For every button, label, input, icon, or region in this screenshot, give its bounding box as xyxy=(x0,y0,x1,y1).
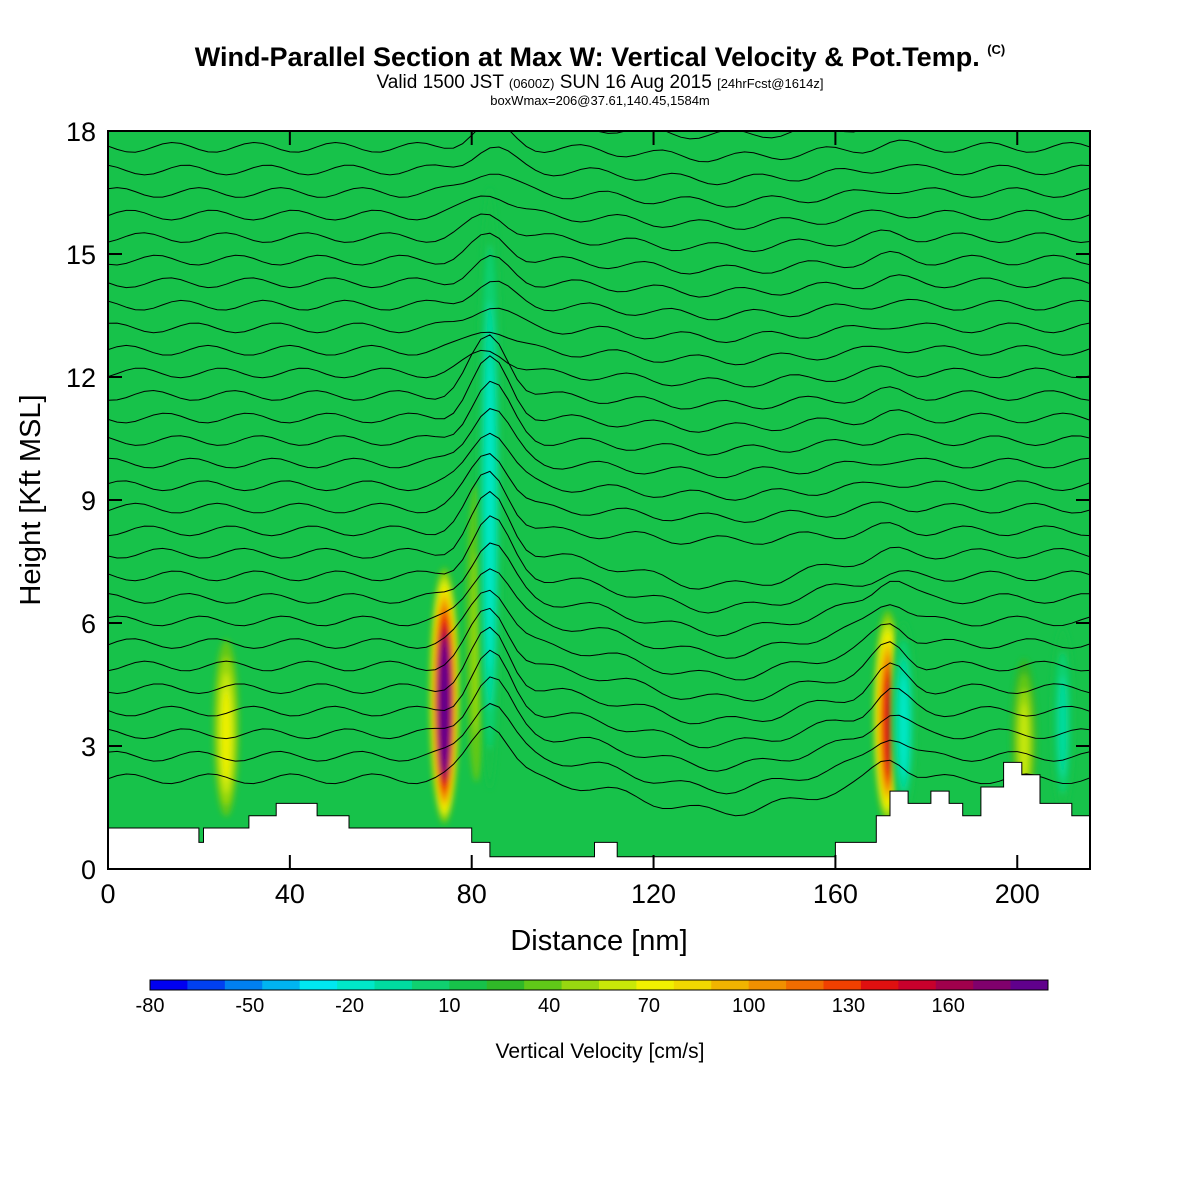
colorbar-swatch xyxy=(599,980,637,990)
colorbar-swatch xyxy=(973,980,1012,990)
colorbar-label: -20 xyxy=(335,995,364,1017)
isentrope-line xyxy=(108,568,1090,659)
downdraft-core xyxy=(1050,626,1075,812)
valid-date: SUN 16 Aug 2015 xyxy=(559,72,712,93)
box-max-info: boxWmax=206@37.61,140.45,1584m xyxy=(490,93,710,108)
axes: 0 40 80 120 160 200 0 3 6 9 12 15 18 xyxy=(66,117,1090,909)
colorbar-swatch xyxy=(224,980,263,990)
colorbar-swatch xyxy=(673,980,712,990)
isentrope-line xyxy=(108,649,1090,749)
updraft-core xyxy=(213,639,240,817)
isentrope-line xyxy=(108,349,1090,388)
isentrope-line xyxy=(108,334,1090,410)
colorbar-swatch xyxy=(860,980,899,990)
colorbar-swatch xyxy=(898,980,937,990)
colorbar-swatch xyxy=(786,980,824,990)
y-tick-label: 9 xyxy=(81,486,96,516)
isentrope-line xyxy=(108,280,1090,321)
colorbar-label: -80 xyxy=(136,995,165,1017)
colorbar-swatch xyxy=(524,980,563,990)
colorbar-label: 10 xyxy=(438,995,460,1017)
chart-title-text: Wind-Parallel Section at Max W: Vertical… xyxy=(194,42,980,72)
y-axis-title: Height [Kft MSL] xyxy=(15,394,47,605)
colorbar-title: Vertical Velocity [cm/s] xyxy=(496,1040,705,1063)
isentrope-line xyxy=(108,542,1090,637)
colorbar-swatch xyxy=(561,980,600,990)
isentrope-line xyxy=(108,307,1090,344)
isentrope-line xyxy=(108,589,1090,681)
colorbar-swatch xyxy=(449,980,488,990)
isentrope-line xyxy=(108,470,1090,545)
chart-subtitle: Valid 1500 JST (0600Z) SUN 16 Aug 2015 [… xyxy=(0,72,1200,94)
y-tick-label: 18 xyxy=(66,117,96,147)
colorbar-swatch xyxy=(1010,980,1049,990)
colorbar-swatch xyxy=(337,980,375,990)
isentrope-line xyxy=(108,195,1090,230)
isentrope-line xyxy=(108,432,1090,501)
isentrope-line xyxy=(108,626,1090,725)
valid-prefix: Valid 1500 JST xyxy=(376,72,504,93)
chart-title: Wind-Parallel Section at Max W: Vertical… xyxy=(0,42,1200,73)
y-tick-label: 3 xyxy=(81,732,96,762)
colorbar-label: 100 xyxy=(732,995,765,1017)
colorbar-swatch xyxy=(150,980,188,990)
colorbar-swatch xyxy=(935,980,974,990)
colorbar-swatch xyxy=(748,980,787,990)
velocity-field-background xyxy=(108,131,1090,869)
y-tick-label: 6 xyxy=(81,609,96,639)
isentrope-line xyxy=(108,355,1090,433)
isentrope-line xyxy=(108,453,1090,523)
colorbar-swatch xyxy=(823,980,862,990)
isentrope-line xyxy=(108,702,1090,795)
colorbar-swatch xyxy=(636,980,675,990)
isentrope-line xyxy=(108,146,1090,186)
colorbar-frame xyxy=(149,979,1049,991)
colorbar-swatch xyxy=(374,980,413,990)
x-tick-label: 0 xyxy=(100,879,115,909)
colorbar-label: 70 xyxy=(638,995,660,1017)
isentrope-line xyxy=(108,254,1090,298)
x-tick-label: 80 xyxy=(457,879,487,909)
isentrope-line xyxy=(108,676,1090,772)
isentrope-line xyxy=(108,213,1090,253)
y-tick-label: 15 xyxy=(66,240,96,270)
terrain-profile xyxy=(108,761,1090,869)
colorbar-swatch xyxy=(711,980,750,990)
downdraft-core xyxy=(890,620,917,816)
x-tick-label: 160 xyxy=(813,879,858,909)
isentrope-line xyxy=(108,490,1090,590)
colorbar: -80 -50 -20 10 40 70 100 130 160 xyxy=(136,979,1049,1017)
isentrope-line xyxy=(108,408,1090,479)
colorbar-swatch xyxy=(262,980,301,990)
x-tick-label: 40 xyxy=(275,879,305,909)
x-tick-label: 120 xyxy=(631,879,676,909)
isentrope-line xyxy=(108,515,1090,614)
x-tick-label: 200 xyxy=(995,879,1040,909)
isentrope-line xyxy=(108,331,1090,366)
x-axis-title: Distance [nm] xyxy=(510,925,687,957)
isentrope-line xyxy=(108,607,1090,702)
forecast-info: [24hrFcst@1614z] xyxy=(717,76,824,91)
valid-utc: (0600Z) xyxy=(508,76,555,91)
plot-area xyxy=(108,131,1090,869)
colorbar-swatch xyxy=(486,980,525,990)
colorbar-label: 40 xyxy=(538,995,560,1017)
copyright-mark: (C) xyxy=(987,42,1006,57)
downdraft-core xyxy=(476,187,503,789)
y-tick-label: 12 xyxy=(66,363,96,393)
potential-temperature-contours xyxy=(108,131,1090,817)
isentrope-line xyxy=(108,173,1090,208)
isentrope-line xyxy=(108,380,1090,456)
y-tick-label: 0 xyxy=(81,855,96,885)
colorbar-swatch xyxy=(187,980,226,990)
isentrope-line xyxy=(108,725,1090,817)
colorbar-label: 130 xyxy=(832,995,865,1017)
isentrope-line xyxy=(108,232,1090,275)
colorbar-swatch xyxy=(299,980,338,990)
colorbar-swatch xyxy=(411,980,450,990)
colorbar-label: 160 xyxy=(932,995,965,1017)
colorbar-label: -50 xyxy=(235,995,264,1017)
isentrope-line xyxy=(108,131,1090,163)
